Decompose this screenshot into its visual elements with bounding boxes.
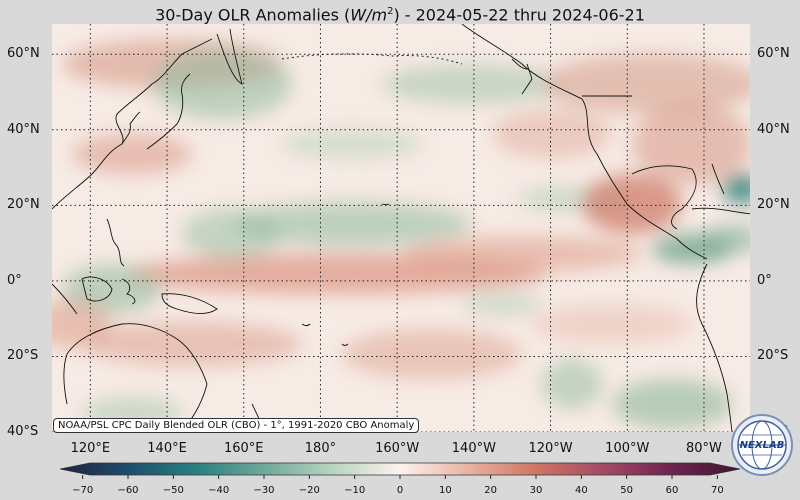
anomaly-field <box>52 39 750 432</box>
coastlines <box>52 24 750 432</box>
lat-label: 60°N <box>7 46 40 62</box>
data-source-credit: NOAA/PSL CPC Daily Blended OLR (CBO) - 1… <box>53 418 420 433</box>
lat-label: 20°N <box>7 197 40 213</box>
colorbar-tick-label: −30 <box>253 485 274 496</box>
lon-label: 160°E <box>223 441 264 456</box>
lat-label: 0° <box>757 272 772 288</box>
logo-text: NEXLAB <box>740 440 785 451</box>
lon-label: 160°W <box>375 441 420 456</box>
lon-label: 100°W <box>605 441 650 456</box>
colorbar-tick-label: 70 <box>711 485 724 496</box>
colorbar-tick-label: 60 <box>666 485 679 496</box>
colorbar-tick-label: 40 <box>575 485 588 496</box>
chart-title: 30-Day OLR Anomalies (W/m2) - 2024-05-22… <box>155 5 645 25</box>
map-canvas <box>52 24 750 432</box>
lon-label: 140°W <box>451 441 496 456</box>
colorbar-tick-label: 30 <box>530 485 543 496</box>
colorbar-tick-label: −20 <box>299 485 320 496</box>
colorbar: −70 −60 −50 −40 −30 −20 −10 0 10 20 30 40 50 60 70 <box>60 462 740 496</box>
lon-label: 120°W <box>528 441 573 456</box>
colorbar-tick-label: 0 <box>397 485 403 496</box>
graticule <box>52 24 750 432</box>
colorbar-tick-label: −70 <box>72 485 93 496</box>
lat-label: 20°S <box>757 348 789 364</box>
colorbar-scale <box>60 462 740 476</box>
lat-label: 20°S <box>7 348 39 364</box>
lat-label: 20°N <box>757 197 790 213</box>
colorbar-tick-label: −40 <box>208 485 229 496</box>
lon-label: 140°E <box>147 441 187 456</box>
colorbar-tick-label: 20 <box>484 485 497 496</box>
colorbar-tick-label: 10 <box>439 485 452 496</box>
lat-label: 40°N <box>757 121 790 137</box>
lat-label: 40°N <box>7 121 40 137</box>
lat-label: 60°N <box>757 46 790 62</box>
colorbar-tick-label: 50 <box>620 485 633 496</box>
colorbar-tick-label: −10 <box>344 485 365 496</box>
olr-anomaly-map <box>52 24 750 432</box>
colorbar-tick-label: −50 <box>163 485 184 496</box>
lon-label: 180° <box>304 441 337 456</box>
lon-label: 120°E <box>70 441 111 456</box>
lat-label: 40°S <box>7 424 39 439</box>
lat-label: 0° <box>7 272 22 288</box>
colorbar-tick-label: −60 <box>117 485 138 496</box>
nexlab-globe-logo: NEXLAB <box>731 414 793 476</box>
lon-label: 80°W <box>686 441 722 456</box>
